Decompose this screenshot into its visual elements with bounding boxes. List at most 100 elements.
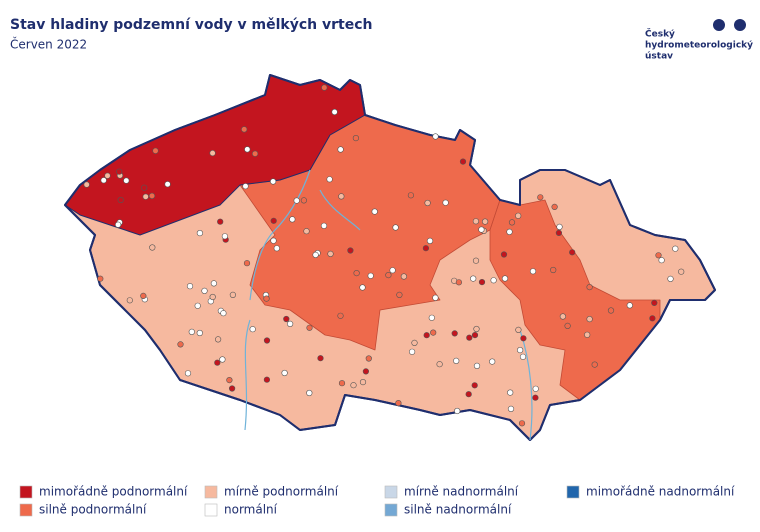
station (515, 326, 522, 334)
station (306, 389, 313, 397)
station (270, 237, 277, 244)
station (164, 181, 171, 188)
station (473, 362, 481, 370)
station (529, 268, 537, 275)
station (188, 328, 195, 336)
station (472, 218, 480, 225)
station (359, 379, 367, 386)
station (347, 247, 354, 254)
station (655, 252, 662, 259)
legend-label: silně podnormální (39, 503, 147, 517)
station (326, 176, 333, 183)
station (471, 332, 479, 339)
station (500, 251, 508, 258)
station (490, 277, 497, 284)
station (186, 283, 194, 290)
station (219, 356, 226, 363)
legend-label: silně nadnormální (404, 503, 512, 517)
logo: Český hydrometeorologický ústav (645, 19, 753, 62)
station (658, 257, 665, 264)
station (564, 322, 571, 330)
station (317, 355, 324, 362)
station (667, 275, 674, 283)
legend-label: normální (224, 503, 278, 517)
station (424, 199, 431, 207)
station (385, 272, 392, 279)
station (550, 266, 557, 274)
station (532, 385, 539, 392)
station (320, 222, 328, 229)
station (263, 337, 271, 344)
logo-text: hydrometeorologický (645, 41, 753, 51)
logo-text: Český (645, 28, 675, 40)
station (423, 332, 430, 339)
station (338, 193, 345, 200)
station (551, 203, 558, 210)
station (300, 197, 308, 204)
station (306, 324, 313, 331)
station (478, 226, 485, 233)
station (270, 217, 277, 224)
legend-swatch (204, 485, 218, 499)
station (432, 294, 439, 301)
station (586, 284, 593, 291)
legend-swatch (19, 485, 33, 499)
station (220, 310, 227, 317)
station (569, 249, 576, 256)
station (678, 268, 685, 275)
station (210, 280, 217, 287)
station (442, 199, 449, 206)
station (209, 293, 216, 301)
station (303, 228, 310, 235)
station (508, 219, 516, 226)
station (586, 316, 593, 323)
station (321, 84, 328, 91)
station (117, 196, 124, 204)
station (327, 250, 334, 257)
map (64, 74, 716, 441)
station (350, 382, 357, 389)
station (114, 221, 122, 228)
station (217, 218, 224, 225)
station (148, 192, 156, 199)
station (422, 245, 430, 252)
station (215, 336, 222, 343)
station (470, 275, 477, 282)
station (409, 348, 416, 355)
station (465, 391, 472, 398)
station (507, 405, 515, 413)
legend: mimořádně podnormální silně podnormální mí… (19, 485, 735, 517)
station (555, 229, 563, 236)
station (196, 329, 203, 337)
legend-swatch (384, 485, 398, 499)
legend-label: mimořádně nadnormální (586, 485, 735, 499)
station (453, 357, 460, 365)
station (83, 181, 90, 188)
station (214, 359, 221, 366)
legend-label: mimořádně podnormální (39, 485, 188, 499)
station (293, 197, 300, 204)
station (389, 267, 396, 274)
station (126, 297, 133, 304)
station (482, 218, 489, 225)
station (559, 313, 567, 320)
station (651, 299, 658, 307)
station (672, 245, 679, 252)
station (142, 193, 149, 200)
station (209, 150, 216, 157)
title: Stav hladiny podzemní vody v mělkých vrt… (10, 17, 372, 33)
station (273, 245, 280, 252)
station (353, 270, 360, 277)
station (287, 320, 294, 328)
station (584, 331, 591, 338)
station (471, 382, 478, 389)
legend-swatch (19, 503, 33, 517)
station (426, 237, 434, 244)
station (283, 315, 290, 323)
station (392, 224, 399, 231)
legend-label: mírně podnormální (224, 485, 339, 499)
station (141, 184, 148, 191)
station (177, 341, 184, 348)
station (607, 307, 615, 314)
station (338, 380, 346, 387)
